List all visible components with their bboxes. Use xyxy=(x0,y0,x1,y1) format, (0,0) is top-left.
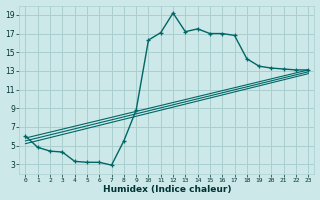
X-axis label: Humidex (Indice chaleur): Humidex (Indice chaleur) xyxy=(103,185,231,194)
